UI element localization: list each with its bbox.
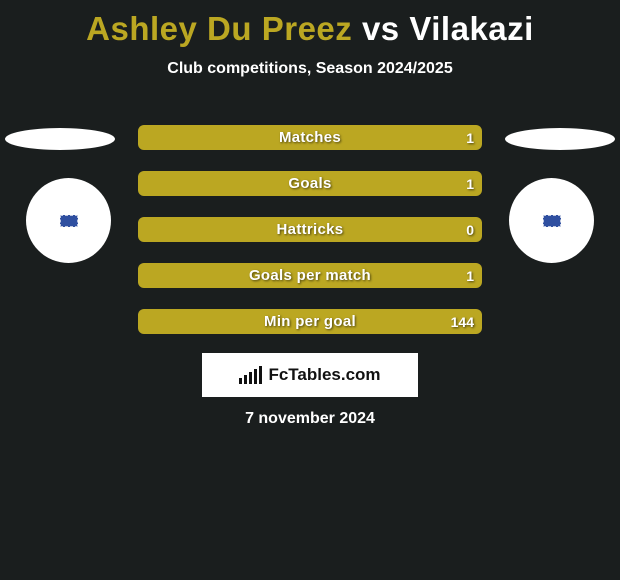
stat-bar-hattricks: Hattricks 0 [138,217,482,242]
player2-platform [505,128,615,150]
stat-bar-goals-per-match: Goals per match 1 [138,263,482,288]
player1-avatar [26,178,111,263]
fctables-text: FcTables.com [268,365,380,385]
title-player1: Ashley Du Preez [86,10,352,47]
stat-bar-min-per-goal: Min per goal 144 [138,309,482,334]
logo-bar [259,366,262,384]
title-player2: Vilakazi [409,10,533,47]
stat-bars: Matches 1 Goals 1 Hattricks 0 Goals per … [138,125,482,355]
flag-icon [543,215,561,227]
stat-label: Hattricks [138,217,482,242]
title-vs: vs [362,10,400,47]
player1-platform [5,128,115,150]
page-title: Ashley Du Preez vs Vilakazi [0,0,620,48]
fctables-badge[interactable]: FcTables.com [202,353,418,397]
stat-right-value: 1 [458,125,482,150]
stat-label: Goals [138,171,482,196]
subtitle: Club competitions, Season 2024/2025 [0,60,620,78]
stat-right-value: 144 [443,309,482,334]
stat-label: Matches [138,125,482,150]
fctables-logo-icon [239,366,262,384]
stat-right-value: 0 [458,217,482,242]
logo-bar [244,375,247,384]
flag-icon [60,215,78,227]
stat-bar-goals: Goals 1 [138,171,482,196]
logo-bar [239,378,242,384]
stat-label: Goals per match [138,263,482,288]
stat-bar-matches: Matches 1 [138,125,482,150]
comparison-card: Ashley Du Preez vs Vilakazi Club competi… [0,0,620,580]
logo-bar [249,372,252,384]
stat-right-value: 1 [458,171,482,196]
stat-label: Min per goal [138,309,482,334]
date-label: 7 november 2024 [0,410,620,428]
stat-right-value: 1 [458,263,482,288]
player2-avatar [509,178,594,263]
logo-bar [254,369,257,384]
